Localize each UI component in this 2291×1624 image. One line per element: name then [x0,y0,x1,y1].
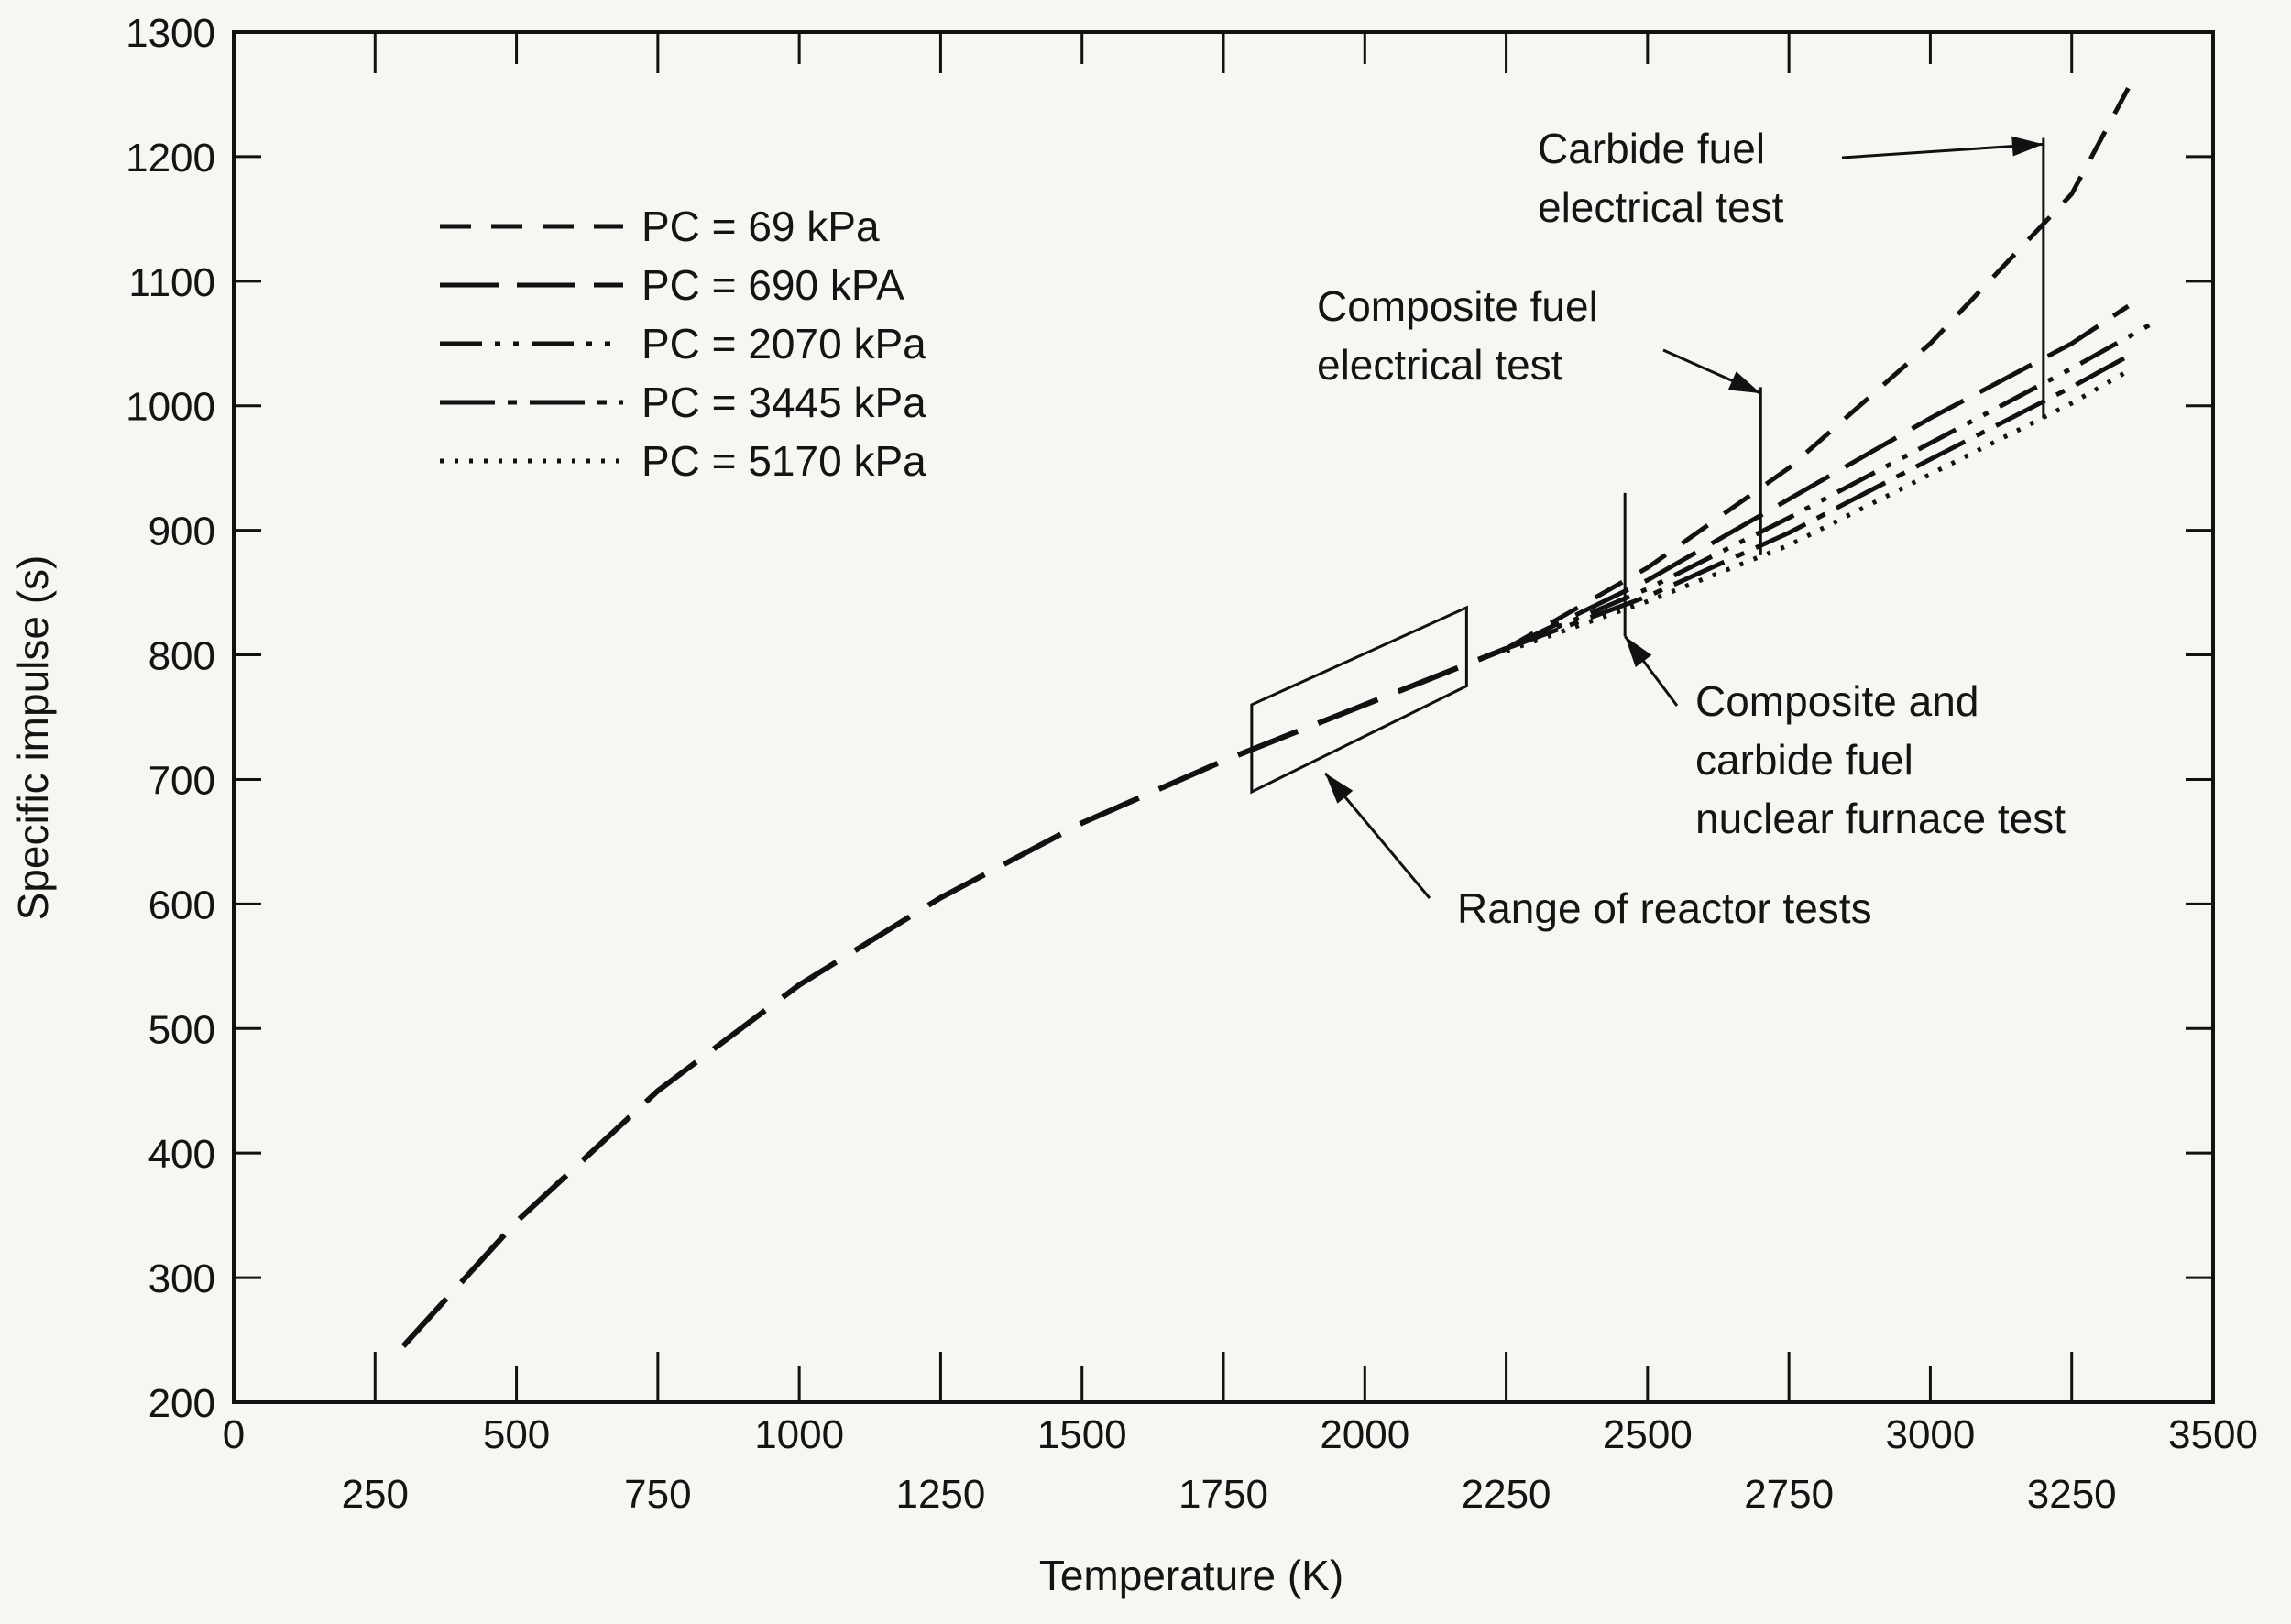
legend-label: PC = 690 kPA [641,261,904,309]
axis-ticks [232,30,2215,1404]
x-minor-tick-label: 1250 [895,1472,985,1517]
y-tick-label: 1200 [126,136,215,181]
x-minor-tick-label: 3250 [2027,1472,2117,1517]
series-line-0 [1505,87,2131,651]
x-tick-label: 1000 [754,1412,844,1457]
y-tick-label: 700 [148,758,215,803]
x-tick-label: 2500 [1603,1412,1693,1457]
y-tick-label: 400 [148,1132,215,1177]
legend-label: PC = 69 kPa [641,203,880,250]
x-tick-label: 500 [483,1412,550,1457]
x-tick-label: 0 [223,1412,245,1457]
legend: PC = 69 kPa PC = 690 kPA PC = 2070 kPa PC =… [440,203,926,485]
common-curve-line [400,645,1507,1348]
series-lines [400,87,2158,1348]
x-tick-label: 2000 [1320,1412,1409,1457]
annotation-text: electrical test [1538,183,1784,231]
annotation-arrowhead [1325,773,1354,804]
y-tick-label: 500 [148,1007,215,1052]
reactor-test-box [1250,605,1468,795]
y-tick-label: 200 [148,1381,215,1426]
x-tick-label: 3500 [2168,1412,2258,1457]
annotation-text: Range of reactor tests [1457,884,1872,932]
annotation-arrowhead [1625,636,1652,667]
x-axis-label: Temperature (K) [1039,1552,1343,1599]
x-minor-tick-label: 1750 [1178,1472,1268,1517]
annotation-text: carbide fuel [1695,736,1913,784]
x-minor-tick-label: 750 [624,1472,691,1517]
annotation-leader [1841,142,2044,159]
annotations: Carbide fuel electrical test Composite fue… [1317,125,2066,932]
annotation-text: nuclear furnace test [1695,795,2066,842]
legend-label: PC = 3445 kPa [641,379,926,426]
x-minor-tick-label: 2750 [1744,1472,1834,1517]
y-tick-label: 800 [148,634,215,679]
series-line-3 [1505,354,2130,652]
series-line-2 [1505,319,2158,652]
annotation-arrowhead [1727,371,1761,394]
y-axis-label: Specific impulse (s) [9,555,57,921]
x-minor-tick-label: 2250 [1462,1472,1551,1517]
x-tick-label: 3000 [1885,1412,1975,1457]
x-minor-tick-label: 250 [342,1472,409,1517]
y-tick-label: 1000 [126,385,215,430]
y-tick-label: 1100 [128,260,215,305]
x-tick-label: 1500 [1037,1412,1127,1457]
annotation-text: Carbide fuel [1538,125,1765,172]
axis-tick-labels: 200 300 400 500 600 700 800 900 1000 1100 1200 1300… [126,11,2258,1517]
annotation-text: electrical test [1317,341,1563,389]
annotation-text: Composite fuel [1317,282,1598,330]
series-line-1 [1505,303,2130,651]
legend-label: PC = 5170 kPa [641,437,926,485]
y-tick-label: 900 [148,510,215,554]
y-tick-label: 600 [148,883,215,927]
y-tick-label: 300 [148,1256,215,1301]
reactor-test-range-box [1250,605,1468,795]
test-markers [1623,137,2045,637]
legend-label: PC = 2070 kPa [641,320,926,368]
annotation-text: Composite and [1695,677,1979,725]
annotation-arrowhead [2011,136,2044,157]
y-tick-label: 1300 [126,11,215,56]
